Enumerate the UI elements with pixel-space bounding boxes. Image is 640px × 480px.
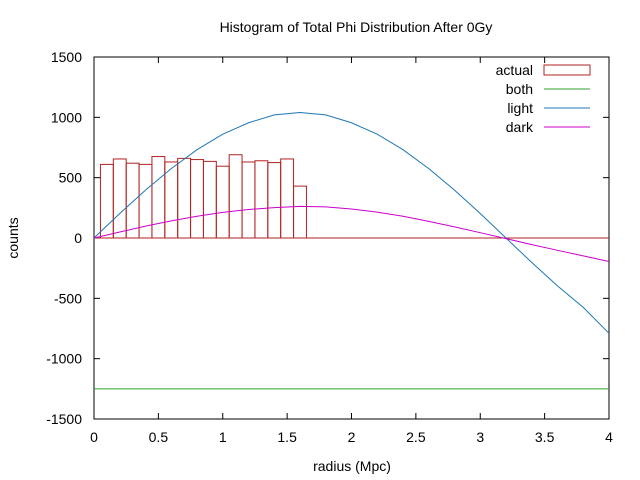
series-line-light bbox=[93, 112, 610, 334]
x-tick-label: 1.5 bbox=[277, 429, 297, 445]
y-tick-label: -1000 bbox=[46, 351, 82, 367]
chart-title: Histogram of Total Phi Distribution Afte… bbox=[220, 19, 493, 35]
histogram-bar bbox=[190, 159, 204, 239]
plot-area: 0 0.5 1 1.5 2 2.5 3 3.5 4 -1500 -1000 -500 0 500 1000 1… bbox=[46, 49, 613, 445]
histogram-bar bbox=[280, 158, 295, 239]
histogram-bar bbox=[228, 154, 243, 239]
histogram-bar bbox=[215, 165, 230, 239]
x-tick-label: 2.5 bbox=[406, 429, 426, 445]
histogram-bar bbox=[112, 158, 127, 239]
histogram-bar bbox=[164, 161, 179, 239]
x-tick-label: 3.5 bbox=[535, 429, 555, 445]
histogram-bar bbox=[99, 163, 114, 239]
series-line-dark bbox=[93, 205, 610, 263]
y-tick-label: 1500 bbox=[51, 49, 82, 65]
legend-label-light: light bbox=[507, 100, 533, 116]
x-tick-label: 3 bbox=[476, 429, 484, 445]
x-tick-label: 2 bbox=[348, 429, 356, 445]
histogram-bar bbox=[125, 162, 140, 239]
y-tick-label: 0 bbox=[74, 230, 82, 246]
x-axis-label: radius (Mpc) bbox=[313, 458, 391, 474]
y-tick-label: 1000 bbox=[51, 109, 82, 125]
y-tick-label: 500 bbox=[59, 170, 83, 186]
legend-swatch-actual bbox=[543, 64, 591, 76]
legend-label-dark: dark bbox=[506, 119, 534, 135]
histogram-bar bbox=[202, 160, 217, 239]
legend: actual both light dark bbox=[496, 62, 591, 135]
legend-label-both: both bbox=[506, 81, 533, 97]
histogram-bar bbox=[177, 157, 192, 239]
x-tick-label: 1 bbox=[219, 429, 227, 445]
legend-label-actual: actual bbox=[496, 62, 533, 78]
x-tick-label: 0 bbox=[90, 429, 98, 445]
histogram-bar bbox=[267, 162, 282, 239]
y-tick-label: -500 bbox=[54, 290, 82, 306]
y-axis-label: counts bbox=[5, 217, 21, 258]
y-tick-label: -1500 bbox=[46, 411, 82, 427]
histogram-bar bbox=[151, 156, 166, 239]
x-tick-label: 0.5 bbox=[149, 429, 169, 445]
x-tick-label: 4 bbox=[605, 429, 613, 445]
histogram-bar bbox=[241, 161, 256, 239]
histogram-bar bbox=[293, 185, 307, 239]
histogram-bar bbox=[254, 160, 269, 239]
